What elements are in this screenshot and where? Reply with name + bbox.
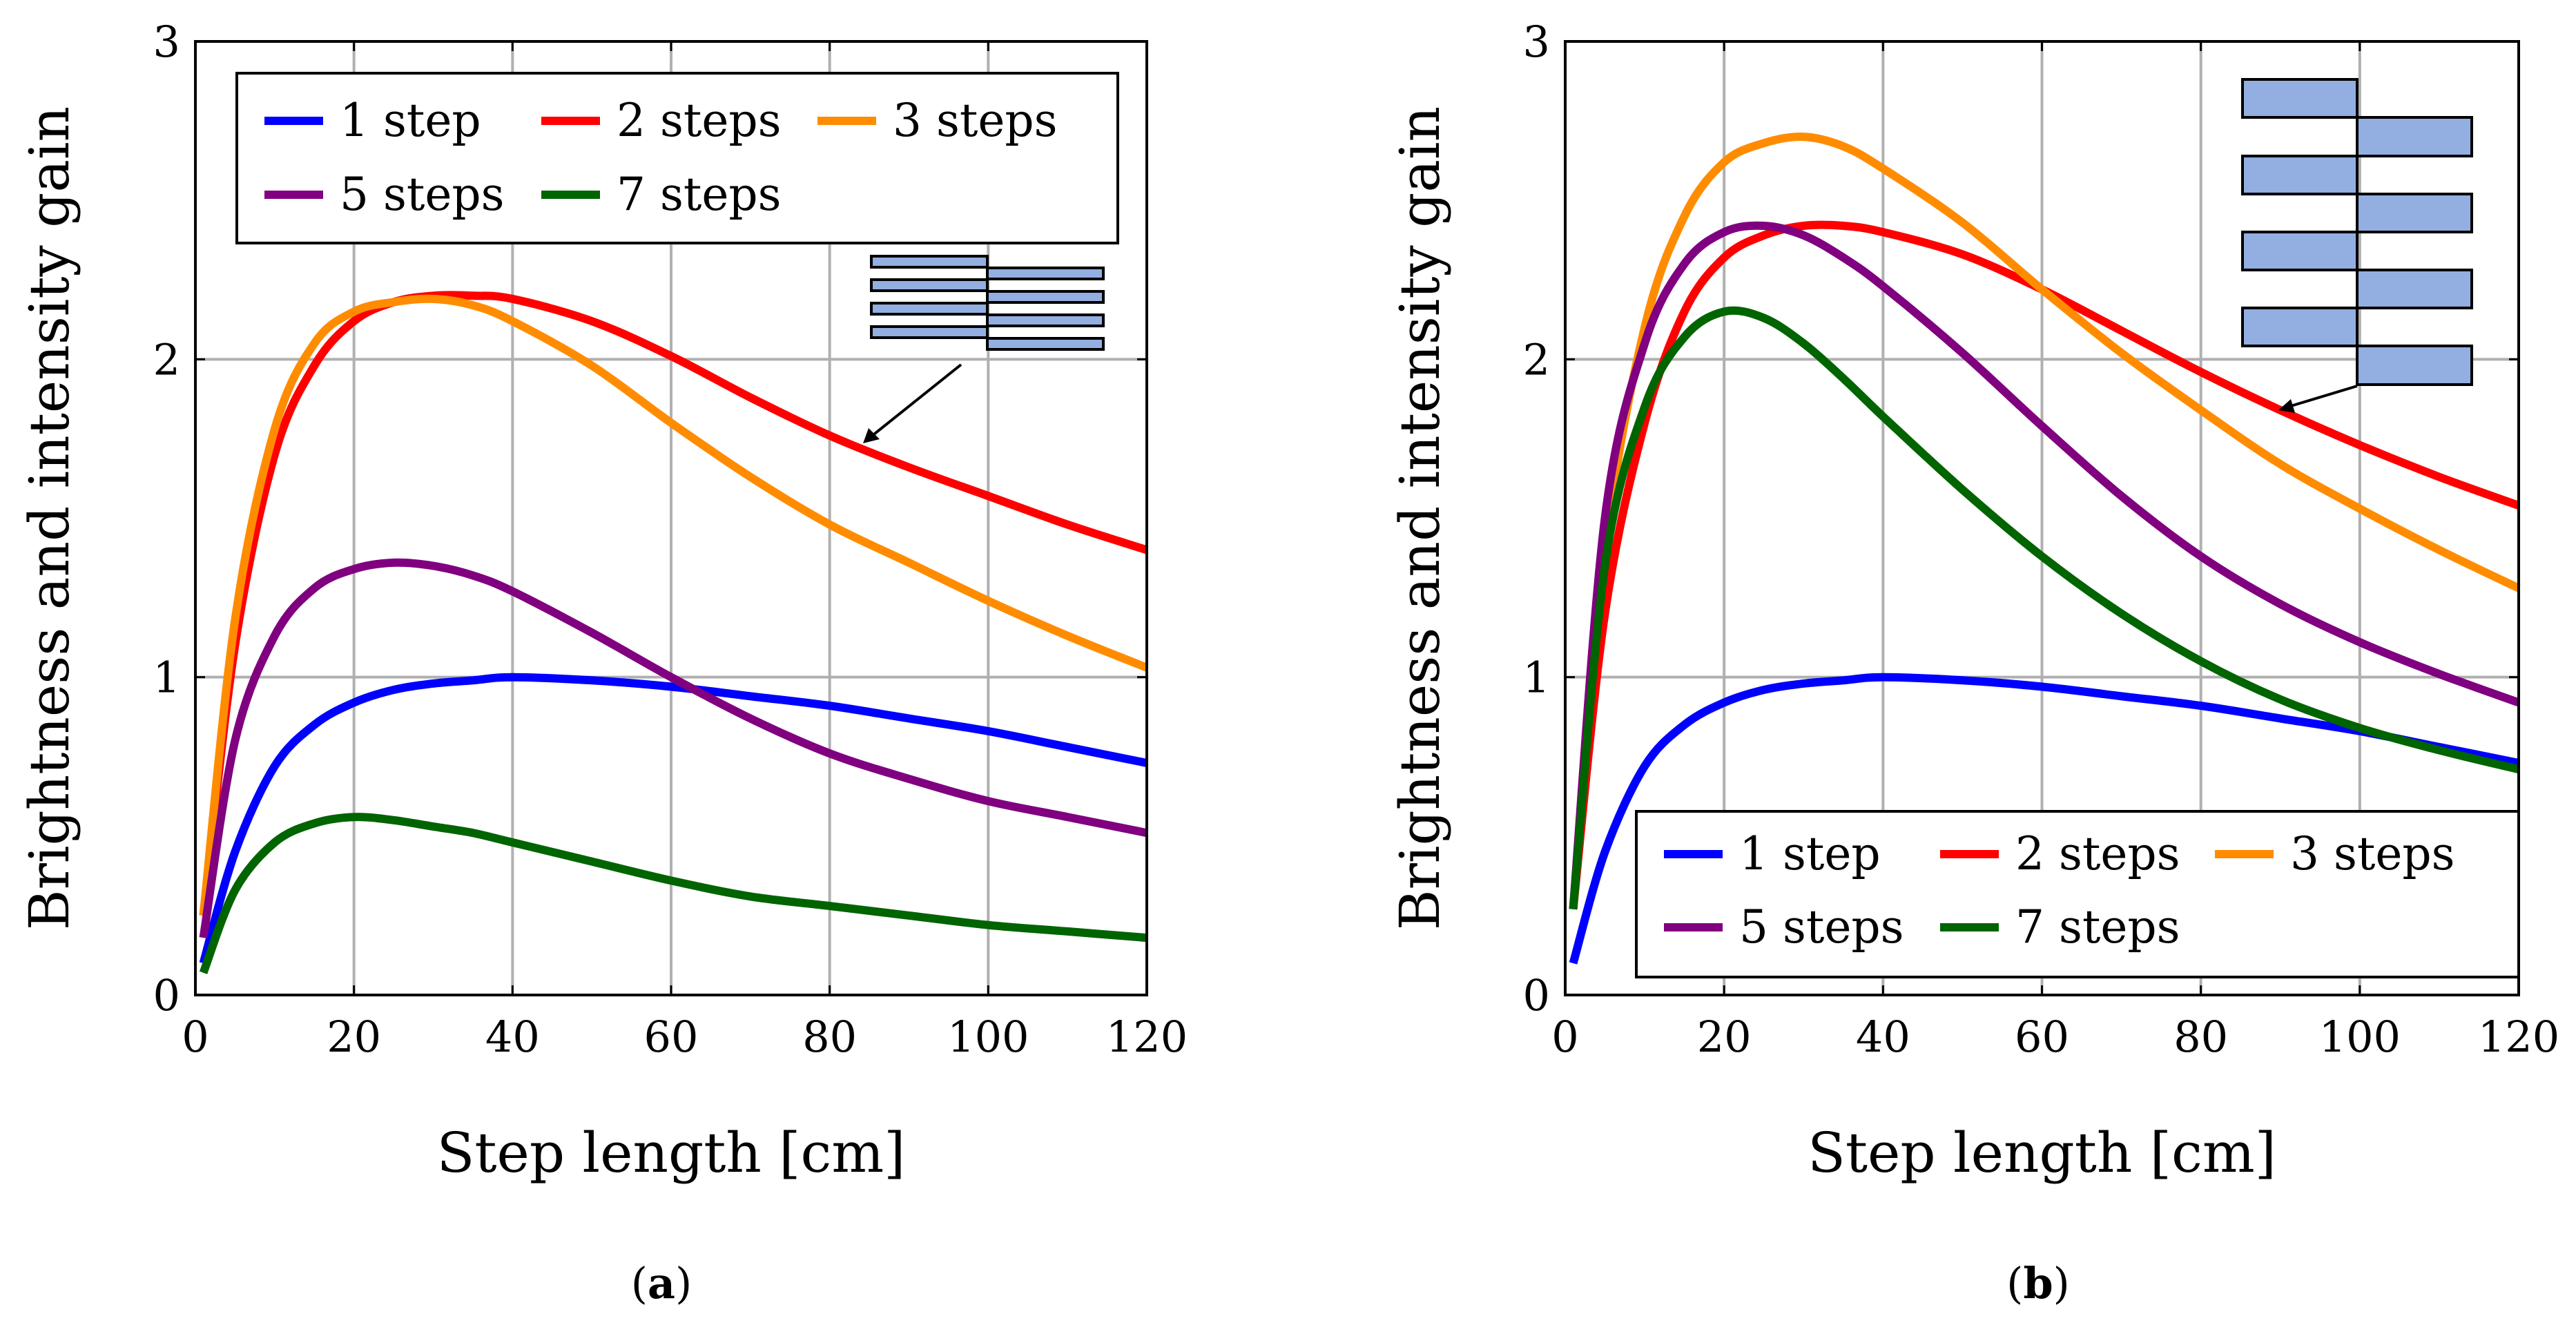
caption-b-open: ( <box>2006 1258 2023 1308</box>
caption-a-close: ) <box>675 1258 692 1308</box>
inset-block <box>2241 307 2359 347</box>
y-tick-label: 1 <box>1523 653 1550 703</box>
y-tick-label: 2 <box>153 334 180 385</box>
x-tick-label: 120 <box>1106 1012 1188 1062</box>
caption-b-close: ) <box>2053 1258 2070 1308</box>
inset-block <box>870 325 989 339</box>
curve-5-steps-a <box>199 558 1148 939</box>
curve-1-step-b <box>1569 673 2520 965</box>
x-tick-label: 20 <box>1697 1012 1752 1062</box>
x-tick-label: 100 <box>2319 1012 2401 1062</box>
legend-b: 1 step 2 steps 3 steps 5 steps 7 steps <box>1635 810 2520 978</box>
inset-block <box>2356 345 2473 386</box>
x-tick-label: 0 <box>182 1012 209 1062</box>
x-tick-label: 20 <box>327 1012 381 1062</box>
legend-label-3-steps: 3 steps <box>2290 827 2455 880</box>
legend-a: 1 step 2 steps 3 steps 5 steps 7 steps <box>235 72 1119 244</box>
inset-arrowhead <box>863 428 880 443</box>
x-tick-label: 80 <box>802 1012 857 1062</box>
curves-a <box>199 291 1149 974</box>
inset-block <box>986 267 1105 280</box>
legend-label-7-steps: 7 steps <box>2015 900 2180 954</box>
inset-block <box>2241 155 2359 195</box>
caption-b-letter: b <box>2023 1258 2053 1308</box>
curve-2-steps-a <box>199 291 1148 916</box>
legend-label-1-step: 1 step <box>340 94 481 147</box>
y-axis-label-a: Brightness and intensity gain <box>17 106 81 930</box>
caption-b: (b) <box>2006 1258 2070 1308</box>
x-axis-label-b: Step length [cm] <box>1808 1121 2276 1185</box>
inset-arrow <box>870 363 962 438</box>
y-axis-label-b: Brightness and intensity gain <box>1388 106 1452 930</box>
caption-a-letter: a <box>648 1258 675 1308</box>
x-tick-label: 60 <box>644 1012 699 1062</box>
caption-a: (a) <box>631 1258 693 1308</box>
step-layout-inset-b <box>2241 78 2473 413</box>
y-tick-label: 1 <box>153 653 180 703</box>
legend-box-b <box>1635 810 2520 978</box>
x-tick-label: 40 <box>1856 1012 1910 1062</box>
inset-block <box>2241 78 2359 119</box>
curve-7-steps-a <box>199 813 1147 974</box>
inset-block <box>2356 269 2473 309</box>
x-tick-label: 100 <box>947 1012 1029 1062</box>
curve-7-steps-b <box>1569 306 2520 910</box>
inset-block <box>986 313 1105 327</box>
legend-label-5-steps: 5 steps <box>340 168 505 221</box>
legend-label-2-steps: 2 steps <box>2015 827 2180 880</box>
inset-arrow <box>2290 385 2358 407</box>
x-tick-label: 40 <box>485 1012 540 1062</box>
legend-label-7-steps: 7 steps <box>617 168 782 221</box>
curves-b <box>1569 133 2521 965</box>
chart-panel-b: 0 20 40 60 80 100 120 0 1 2 3 Step length [cm] Bri… <box>1388 17 2559 1308</box>
y-tick-label: 3 <box>1523 17 1550 67</box>
x-tick-label: 120 <box>2478 1012 2559 1062</box>
inset-block <box>2241 231 2359 271</box>
x-tick-label: 0 <box>1551 1012 1578 1062</box>
legend-label-5-steps: 5 steps <box>1739 900 1904 954</box>
inset-arrowhead <box>2278 399 2295 413</box>
legend-label-2-steps: 2 steps <box>617 94 782 147</box>
y-tick-label: 0 <box>1523 970 1550 1021</box>
chart-panel-a: 0 20 40 60 80 100 120 0 1 2 3 Step length [cm] Bri… <box>17 17 1188 1308</box>
legend-box-a <box>235 72 1119 244</box>
x-tick-label: 60 <box>2015 1012 2069 1062</box>
x-tick-label: 80 <box>2173 1012 2228 1062</box>
curve-5-steps-b <box>1569 221 2521 910</box>
curve-2-steps-b <box>1569 220 2521 910</box>
ticks-b: 0 20 40 60 80 100 120 0 1 2 3 <box>1523 17 2560 1062</box>
caption-a-open: ( <box>631 1258 648 1308</box>
inset-block <box>986 290 1105 304</box>
inset-block <box>870 255 989 269</box>
curve-1-step-a <box>199 673 1148 965</box>
curve-3-steps-a <box>199 294 1149 916</box>
legend-label-1-step: 1 step <box>1739 827 1881 880</box>
inset-block <box>986 337 1105 351</box>
y-tick-label: 0 <box>153 970 180 1021</box>
legend-label-3-steps: 3 steps <box>893 94 1058 147</box>
y-tick-label: 2 <box>1523 334 1550 385</box>
inset-block <box>870 302 989 316</box>
x-axis-label-a: Step length [cm] <box>437 1121 906 1185</box>
y-tick-label: 3 <box>153 17 180 67</box>
ticks-a: 0 20 40 60 80 100 120 0 1 2 3 <box>153 17 1188 1062</box>
inset-block <box>2356 116 2473 157</box>
inset-block <box>870 278 989 292</box>
inset-block <box>2356 193 2473 233</box>
step-layout-inset-a <box>863 255 1105 443</box>
